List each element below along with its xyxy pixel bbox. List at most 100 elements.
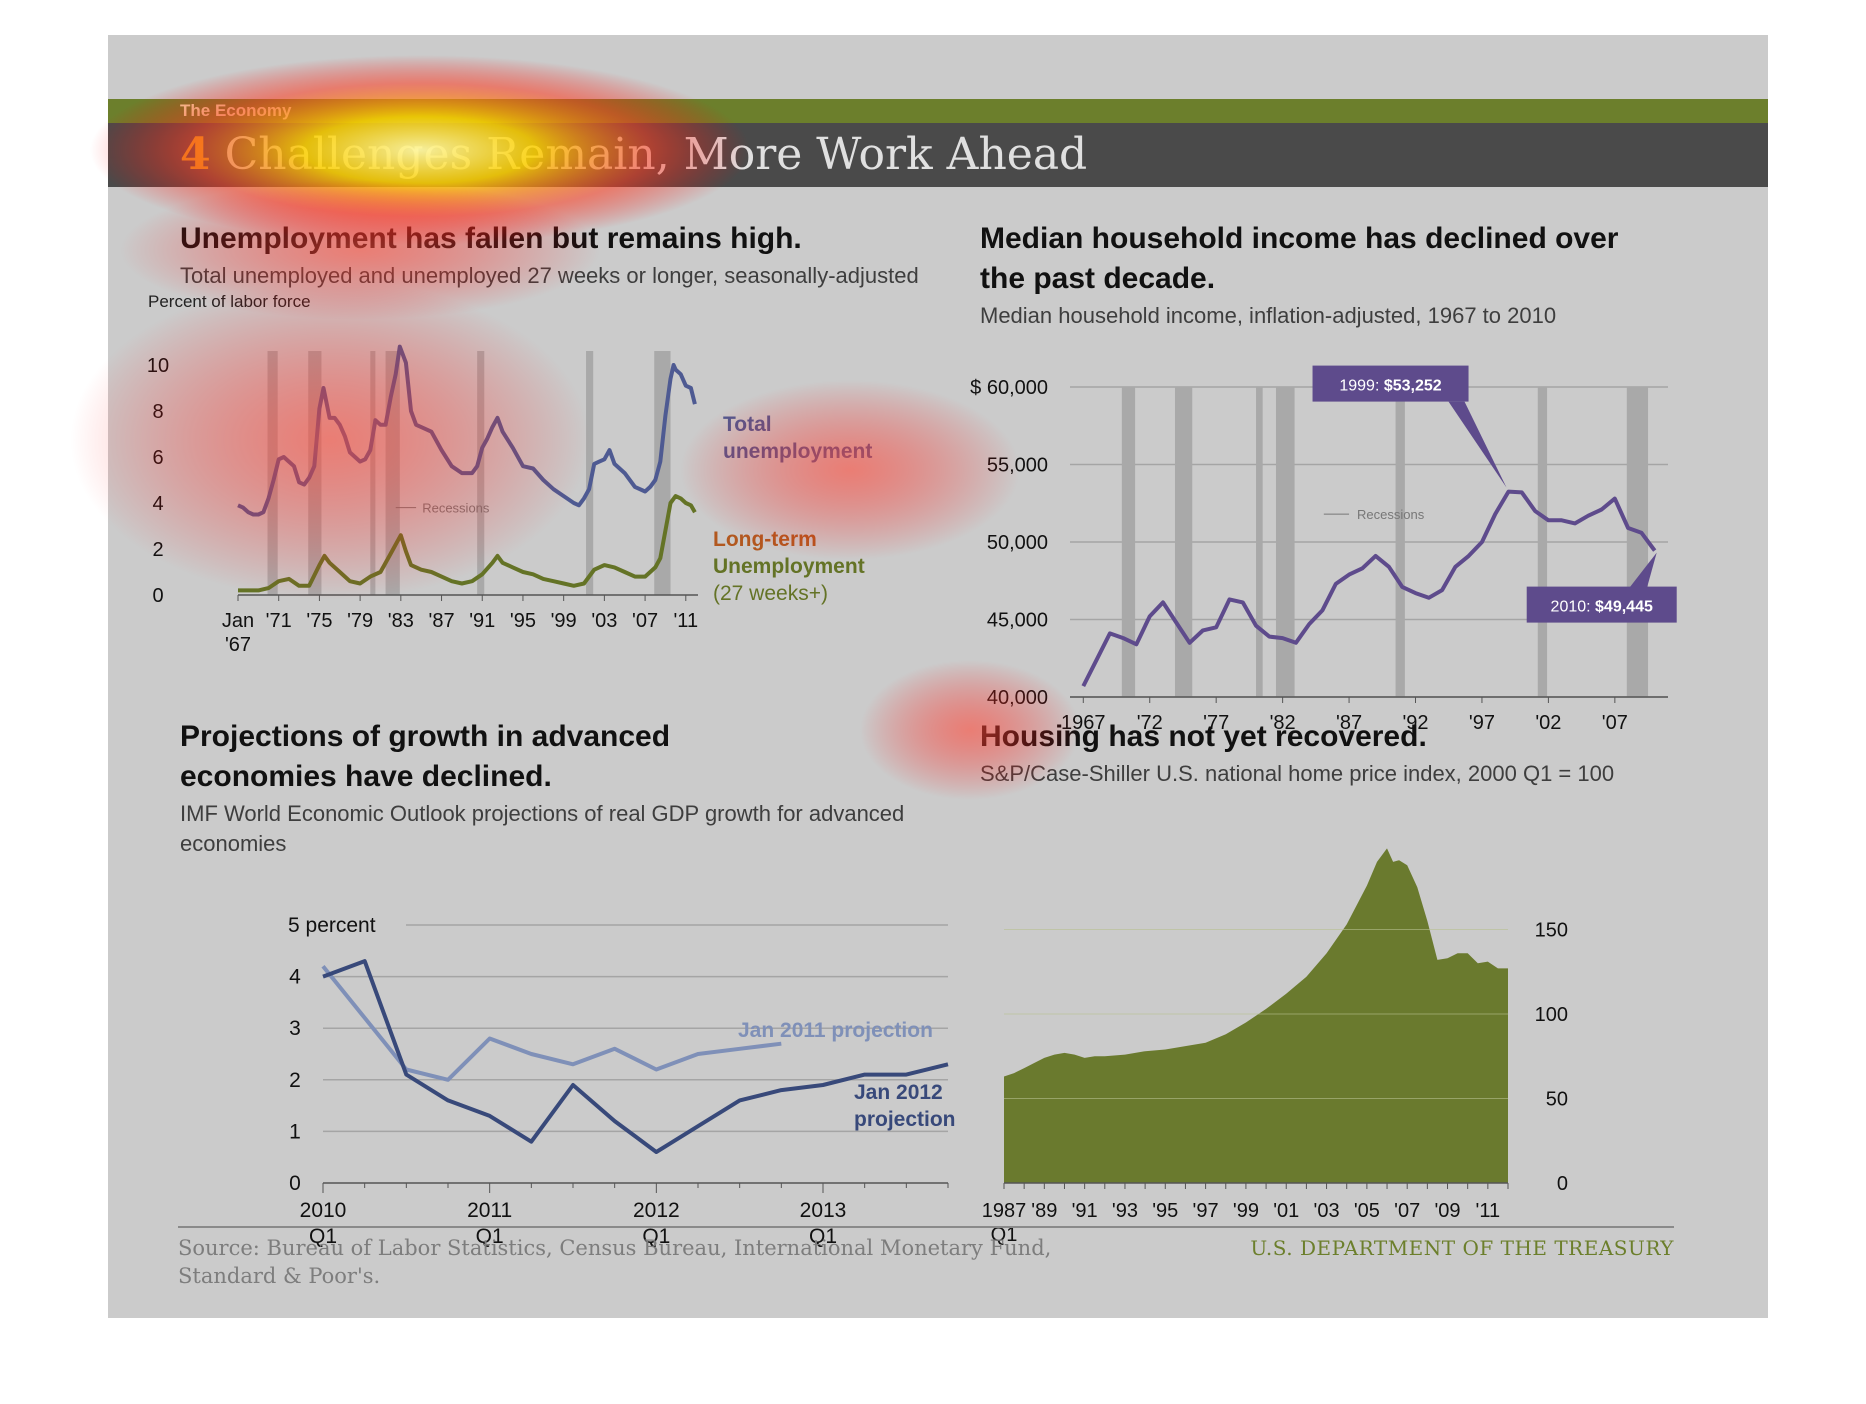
housing-xtick-label: '01 xyxy=(1273,1200,1299,1222)
housing-ytick: 150 xyxy=(1535,920,1568,942)
housing-xtick-label: '99 xyxy=(1233,1200,1259,1222)
annotation-2010-value: $49,445 xyxy=(1595,599,1653,616)
housing-xtick-label: '95 xyxy=(1152,1200,1178,1222)
jan-2012-projection-label: projection xyxy=(854,1108,956,1131)
growth-heading-line2: economies have declined. xyxy=(180,760,552,793)
unemployment-ytick: 8 xyxy=(152,401,163,423)
section-label: The Economy xyxy=(180,101,292,120)
recession-band-2 xyxy=(1256,387,1263,697)
housing-xtick-label: '89 xyxy=(1031,1200,1057,1222)
housing-xtick-label: '97 xyxy=(1193,1200,1219,1222)
unemployment-xtick-label: '87 xyxy=(429,610,455,632)
annotation-2010-box xyxy=(1526,586,1677,623)
income-series xyxy=(1081,489,1657,688)
housing-xtick-label: '11 xyxy=(1476,1200,1501,1222)
income-xtick-label: '82 xyxy=(1270,712,1296,734)
unemployment-chart: Percent of labor force 0 2 4 6 8 10 Jan'67 '71 '7… xyxy=(147,292,872,656)
unemployment-xtick-label: '83 xyxy=(388,610,414,632)
long-term-unemployment-label: Long-term xyxy=(713,528,817,551)
growth-subheading-line1: IMF World Economic Outlook projections o… xyxy=(180,801,905,826)
annotation-2010-label: 2010: $49,445 xyxy=(1551,599,1653,616)
unemployment-xtick-label: '07 xyxy=(632,610,658,632)
recession-legend-label: Recessions xyxy=(1357,507,1425,522)
unemployment-heading: Unemployment has fallen but remains high… xyxy=(180,222,802,255)
jan-2012-projection-label: Jan 2012 xyxy=(854,1081,943,1104)
income-xtick-label: '97 xyxy=(1469,712,1495,734)
unemployment-ytick: 6 xyxy=(152,447,163,469)
income-ytick: 50,000 xyxy=(987,532,1048,554)
total-unemployment-label: Total xyxy=(723,413,772,436)
unemployment-ytick: 4 xyxy=(152,493,163,515)
annotation-1999-year: 1999: xyxy=(1339,378,1383,395)
annotation-1999-pointer xyxy=(1448,401,1507,488)
footer-rule xyxy=(178,1226,1674,1228)
income-heading-line2: the past decade. xyxy=(980,262,1216,295)
growth-ytick: 3 xyxy=(289,1017,301,1040)
income-ytick: 55,000 xyxy=(987,455,1048,477)
unemployment-ylabel: Percent of labor force xyxy=(148,292,311,311)
growth-xtick-label: 2012 xyxy=(633,1199,680,1222)
growth-heading-line1: Projections of growth in advanced xyxy=(180,720,671,753)
housing-xtick-label: 1987 xyxy=(982,1200,1027,1222)
growth-xtick-label: Q1 xyxy=(476,1225,504,1248)
recession-legend-label: Recessions xyxy=(422,501,490,516)
income-subheading: Median household income, inflation-adjus… xyxy=(980,303,1557,328)
slide-title-text: Challenges Remain, More Work Ahead xyxy=(224,129,1088,180)
growth-subheading-line2: economies xyxy=(180,831,287,856)
income-xtick-label: '92 xyxy=(1402,712,1428,734)
income-ytick: 45,000 xyxy=(987,610,1048,632)
growth-xtick-label: Q1 xyxy=(309,1225,337,1248)
income-heading-line1: Median household income has declined ove… xyxy=(980,222,1619,255)
growth-xtick-label: 2011 xyxy=(467,1199,512,1222)
unemployment-ytick: 2 xyxy=(152,539,163,561)
long-term-unemployment-label: (27 weeks+) xyxy=(713,582,828,605)
annotation-1999-box xyxy=(1312,365,1469,402)
growth-ylabel: 5 percent xyxy=(288,914,376,937)
recession-band-1 xyxy=(1174,387,1193,697)
income-xtick-label: '72 xyxy=(1137,712,1163,734)
housing-xtick-label: '91 xyxy=(1072,1200,1098,1222)
housing-ytick: 100 xyxy=(1535,1004,1568,1026)
housing-xtick-label: '03 xyxy=(1314,1200,1340,1222)
unemployment-ytick: 10 xyxy=(147,355,169,377)
unemployment-xtick-label: Jan xyxy=(222,610,254,632)
unemployment-xtick-label: '71 xyxy=(266,610,292,632)
annotation-1999-value: $53,252 xyxy=(1384,378,1442,395)
source-line2: Standard & Poor's. xyxy=(178,1264,381,1288)
unemployment-xtick-label: '03 xyxy=(591,610,617,632)
housing-subheading: S&P/Case-Shiller U.S. national home pric… xyxy=(980,761,1615,786)
annotation-2010-year: 2010: xyxy=(1551,599,1595,616)
recession-band-2 xyxy=(370,351,376,595)
growth-xtick-label: 2010 xyxy=(300,1199,347,1222)
slide-number: 4 xyxy=(180,129,211,180)
housing-ytick: 50 xyxy=(1546,1089,1568,1111)
growth-ytick: 0 xyxy=(289,1172,301,1195)
housing-xtick-label: '05 xyxy=(1354,1200,1380,1222)
growth-series-0 xyxy=(321,965,782,1082)
home-price-area xyxy=(1004,848,1508,1183)
income-ytick: 40,000 xyxy=(987,687,1048,709)
income-chart: 40,000 45,000 50,000 55,000 $ 60,000 1967 '72 '… xyxy=(970,365,1677,734)
income-xtick-label: '87 xyxy=(1336,712,1362,734)
unemployment-xtick-label: '79 xyxy=(347,610,373,632)
housing-xtick-label: '07 xyxy=(1394,1200,1420,1222)
source-note: Source: Bureau of Labor Statistics, Cens… xyxy=(178,1234,1138,1290)
unemployment-xtick-label: '67 xyxy=(225,634,251,656)
unemployment-xtick-label: '11 xyxy=(673,610,698,632)
source-line1: Source: Bureau of Labor Statistics, Cens… xyxy=(178,1236,1052,1260)
unemployment-series-0 xyxy=(237,344,697,517)
housing-xtick-label: '93 xyxy=(1112,1200,1138,1222)
unemployment-xtick-label: '95 xyxy=(510,610,536,632)
slide-title: 4 Challenges Remain, More Work Ahead xyxy=(180,129,1087,180)
income-xtick-label: '02 xyxy=(1535,712,1561,734)
growth-ytick: 2 xyxy=(289,1069,301,1092)
housing-xtick-label: Q1 xyxy=(991,1224,1018,1246)
income-xtick-label: '07 xyxy=(1602,712,1628,734)
annotation-2010-pointer xyxy=(1628,552,1657,589)
recession-band-5 xyxy=(1537,387,1548,697)
unemployment-subheading: Total unemployed and unemployed 27 weeks… xyxy=(180,263,919,288)
agency-label: U.S. DEPARTMENT OF THE TREASURY xyxy=(1250,1236,1674,1260)
income-xtick-label: '77 xyxy=(1203,712,1229,734)
unemployment-xtick-label: '75 xyxy=(306,610,332,632)
growth-xtick-label: Q1 xyxy=(642,1225,670,1248)
